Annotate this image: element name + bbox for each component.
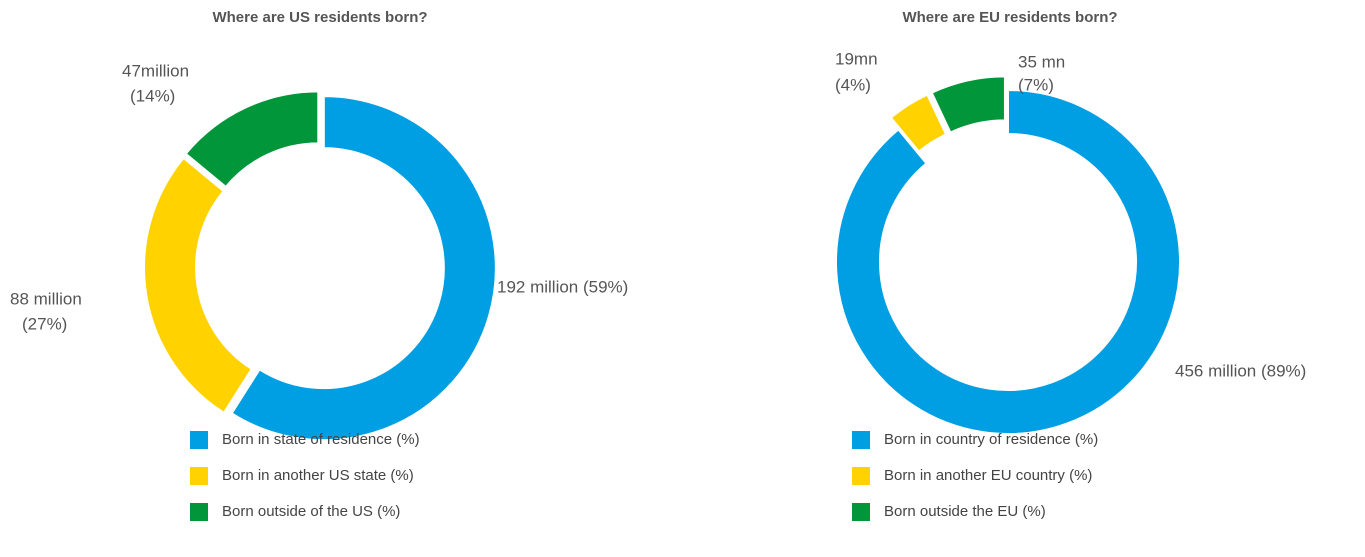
legend-label: Born outside the EU (%): [884, 503, 1046, 520]
legend-label: Born in another US state (%): [222, 467, 414, 484]
donut-slice: [889, 93, 948, 153]
data-label: (4%): [835, 75, 871, 94]
legend-label: Born outside of the US (%): [222, 503, 400, 520]
legend-swatch: [190, 467, 208, 485]
data-label: 35 mn: [1018, 52, 1065, 71]
data-label: (7%): [1018, 75, 1054, 94]
donut-slice: [184, 90, 320, 189]
donut-slice: [835, 88, 1181, 435]
data-label: 47million: [122, 61, 189, 80]
legend-swatch: [852, 431, 870, 449]
legend-label: Born in another EU country (%): [884, 467, 1092, 484]
legend-label: Born in country of residence (%): [884, 431, 1098, 448]
chart-title: Where are EU residents born?: [902, 9, 1117, 26]
data-label: 88 million: [10, 289, 82, 308]
legend-swatch: [190, 431, 208, 449]
chart-title: Where are US residents born?: [212, 9, 427, 26]
data-label: (14%): [130, 86, 175, 105]
data-label: 192 million (59%): [497, 277, 628, 296]
legend-swatch: [190, 503, 208, 521]
donut-slice: [930, 75, 1006, 134]
legend-label: Born in state of residence (%): [222, 431, 420, 448]
data-label: (27%): [22, 314, 67, 333]
legend-swatch: [852, 503, 870, 521]
data-label: 456 million (89%): [1175, 361, 1306, 380]
data-label: 19mn: [835, 49, 878, 68]
legend-swatch: [852, 467, 870, 485]
donut-slice: [230, 95, 497, 442]
donut-slice: [143, 156, 254, 415]
